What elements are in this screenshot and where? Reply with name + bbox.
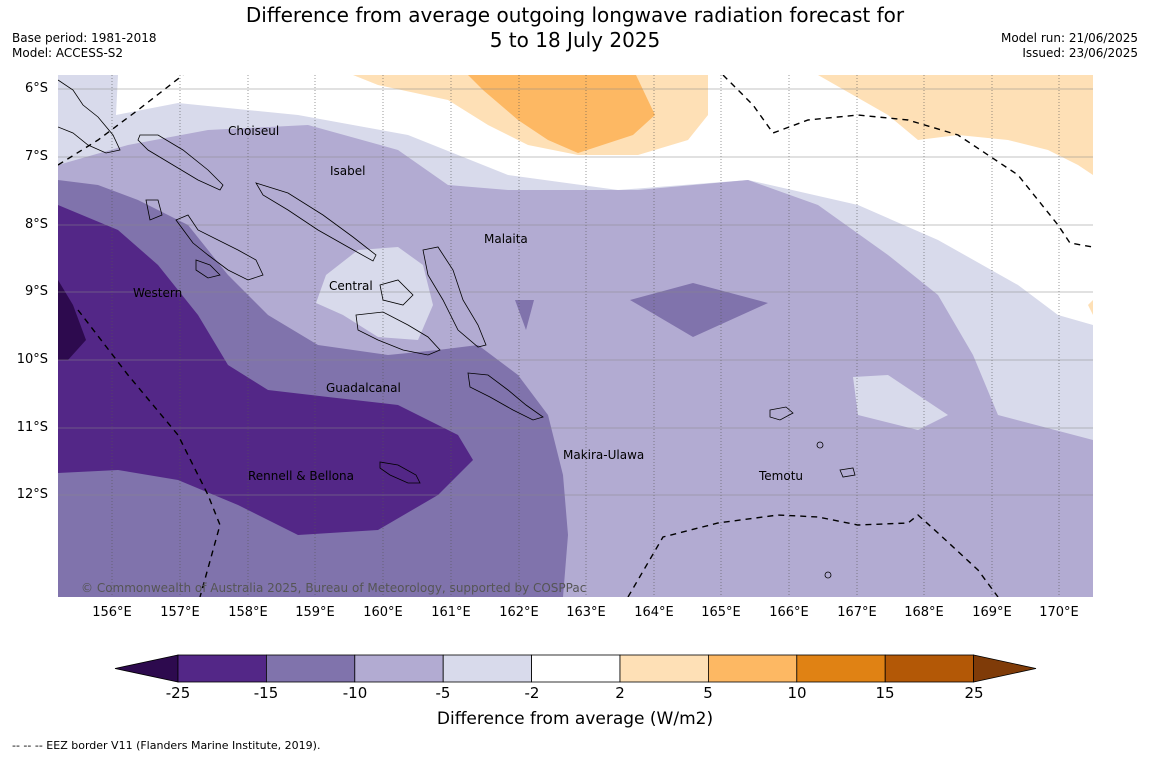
eez-north-east — [722, 75, 1093, 248]
colorbar-label: -2 — [524, 684, 540, 702]
contour-east-light — [853, 375, 948, 430]
colorbar-label: -25 — [165, 684, 191, 702]
lon-label: 157°E — [160, 605, 200, 620]
lat-label: 8°S — [24, 217, 48, 232]
issued-date: Issued: 23/06/2025 — [1022, 46, 1138, 60]
lat-gridlines — [58, 88, 1093, 496]
colorbar-label: 10 — [787, 684, 807, 702]
colorbar-bin — [354, 654, 444, 683]
colorbar-label: 5 — [703, 684, 713, 702]
model-name: Model: ACCESS-S2 — [12, 46, 124, 60]
lon-label: 168°E — [904, 605, 944, 620]
label-guadalcanal: Guadalcanal — [326, 381, 401, 395]
coast-bougainville — [58, 79, 121, 154]
lat-label: 10°S — [16, 352, 48, 367]
lon-label: 164°E — [634, 605, 674, 620]
colorbar-bin — [708, 654, 798, 683]
coast-temotu-2 — [839, 467, 856, 478]
lat-label: 6°S — [24, 81, 48, 96]
map-title: Difference from average outgoing longwav… — [0, 3, 1150, 53]
colorbar-label: -15 — [253, 684, 279, 702]
lon-label: 166°E — [769, 605, 809, 620]
colorbar-label: 25 — [964, 684, 984, 702]
label-isabel: Isabel — [330, 164, 365, 178]
coast-isabel — [255, 182, 377, 262]
coast-choiseul — [137, 134, 224, 191]
contour-minus15-minus10-small — [515, 300, 534, 330]
coast-new-georgia — [175, 214, 264, 281]
colorbar-label: -10 — [342, 684, 368, 702]
label-malaita: Malaita — [484, 232, 528, 246]
colorbar-bin — [619, 654, 709, 683]
lon-label: 169°E — [972, 605, 1012, 620]
gridlines — [111, 75, 1060, 597]
colorbar-bin — [884, 654, 975, 683]
lon-label: 159°E — [295, 605, 335, 620]
eez-west — [77, 309, 221, 597]
lon-label: 170°E — [1039, 605, 1079, 620]
contour-plus2-plus5-edge — [1088, 300, 1093, 315]
contour-plus2-plus5-east — [818, 75, 1093, 175]
label-makira: Makira-Ulawa — [563, 448, 644, 462]
colorbar-label: 2 — [615, 684, 625, 702]
lon-label: 165°E — [701, 605, 741, 620]
region-labels: Choiseul Isabel Malaita Western Central … — [133, 124, 803, 483]
label-western: Western — [133, 286, 182, 300]
lat-label: 9°S — [24, 284, 48, 299]
contour-neutral — [58, 75, 1093, 325]
lon-label: 158°E — [228, 605, 268, 620]
label-temotu: Temotu — [758, 469, 803, 483]
coast-malaita — [422, 246, 487, 348]
meta-right: Model run: 21/06/2025 Issued: 23/06/2025 — [1001, 31, 1138, 61]
meta-left: Base period: 1981-2018 Model: ACCESS-S2 — [12, 31, 157, 61]
lon-label: 161°E — [431, 605, 471, 620]
eez-legend: -- -- -- EEZ border V11 (Flanders Marine… — [12, 739, 321, 752]
colorbar-extend-low — [114, 654, 179, 683]
coast-small-w1 — [145, 199, 163, 221]
colorbar-bin — [796, 654, 886, 683]
contour-plus5-plus10 — [468, 75, 655, 153]
contour-minus15-minus10-east — [630, 283, 768, 337]
colorbar-bin — [531, 654, 621, 683]
lat-label: 11°S — [16, 420, 48, 435]
contour-minus25-minus15 — [58, 205, 473, 535]
colorbar-label: 15 — [875, 684, 895, 702]
label-choiseul: Choiseul — [228, 124, 279, 138]
colorbar — [114, 654, 1037, 683]
colorbar-title: Difference from average (W/m2) — [436, 709, 714, 729]
eez-south — [627, 514, 999, 597]
coast-rennell — [379, 461, 421, 484]
base-period: Base period: 1981-2018 — [12, 31, 157, 45]
coastlines — [58, 79, 856, 579]
contour-below-minus25 — [58, 280, 86, 360]
colorbar-label: -5 — [435, 684, 451, 702]
coast-florida — [379, 279, 414, 306]
lat-label: 12°S — [16, 487, 48, 502]
colorbar-bin — [442, 654, 533, 683]
coast-makira — [467, 372, 544, 421]
colorbar-extend-high — [973, 654, 1037, 683]
lon-label: 160°E — [363, 605, 403, 620]
eez-borders — [58, 75, 1093, 597]
coast-temotu-1 — [769, 406, 794, 421]
eez-north-west — [58, 75, 184, 166]
copyright-text: © Commonwealth of Australia 2025, Bureau… — [81, 581, 586, 595]
colorbar-bin — [177, 654, 267, 683]
lon-label: 163°E — [566, 605, 606, 620]
lon-label: 162°E — [499, 605, 539, 620]
coast-guadalcanal — [355, 311, 441, 356]
coast-small-w2 — [195, 259, 221, 279]
lon-label: 156°E — [92, 605, 132, 620]
title-line-1: Difference from average outgoing longwav… — [245, 3, 905, 27]
olr-map: Choiseul Isabel Malaita Western Central … — [58, 75, 1093, 597]
label-central: Central — [329, 279, 373, 293]
colorbar-bin — [265, 654, 356, 683]
label-rennell: Rennell & Bellona — [248, 469, 354, 483]
contour-minus15-minus10 — [58, 180, 568, 597]
title-line-2: 5 to 18 July 2025 — [489, 28, 661, 52]
lat-label: 7°S — [24, 149, 48, 164]
contour-central-light — [316, 247, 433, 340]
model-run: Model run: 21/06/2025 — [1000, 31, 1138, 45]
lon-label: 167°E — [837, 605, 877, 620]
